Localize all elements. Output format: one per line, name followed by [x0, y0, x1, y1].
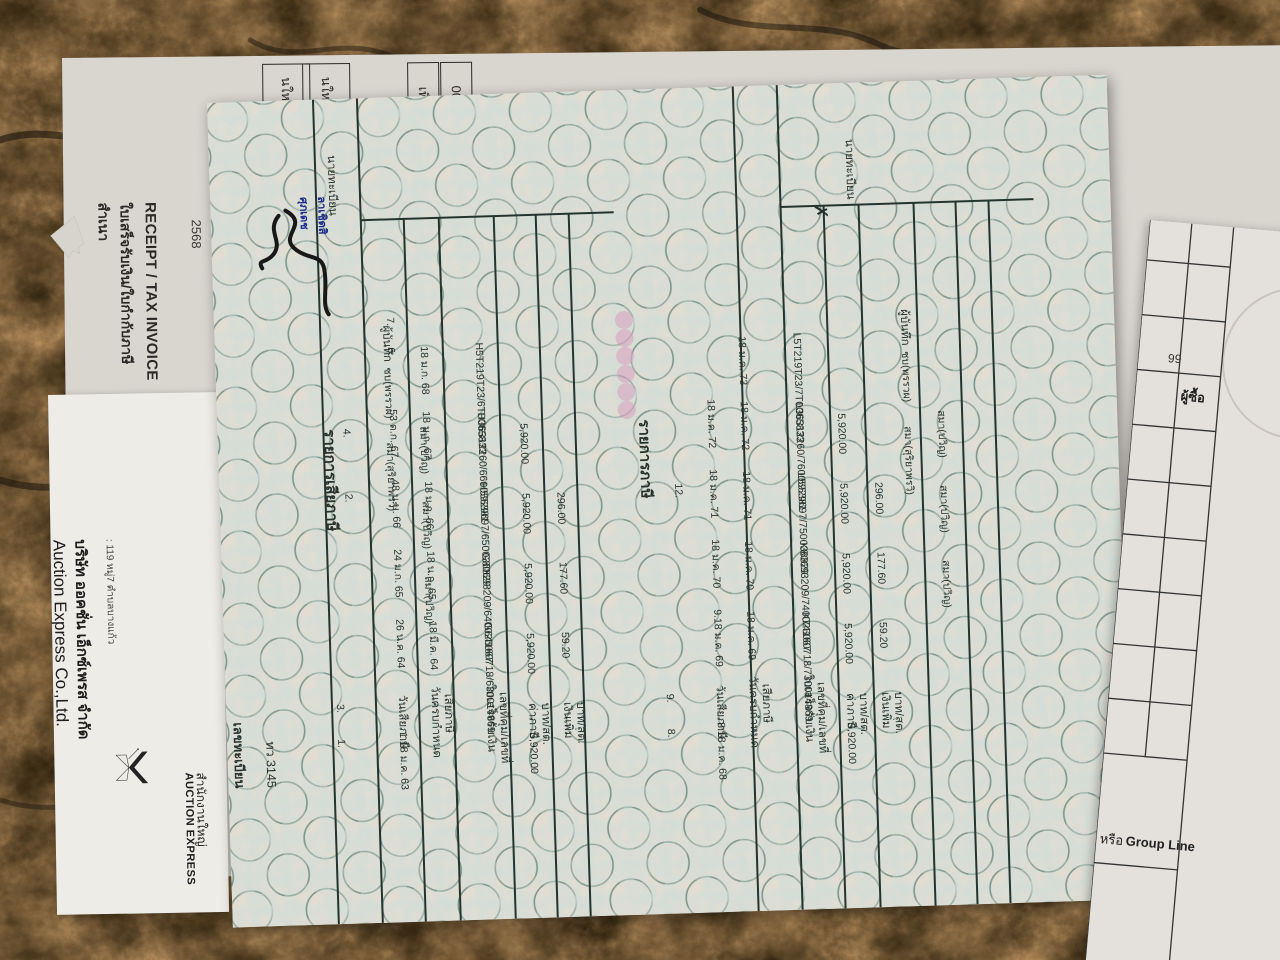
svg-text:99: 99 — [1167, 351, 1182, 366]
svg-text:หรือ: หรือ — [1099, 831, 1124, 848]
svg-text:ลาเชิดสิ: ลาเชิดสิ — [315, 196, 329, 235]
svg-text:ศุภเดช: ศุภเดช — [296, 197, 310, 231]
